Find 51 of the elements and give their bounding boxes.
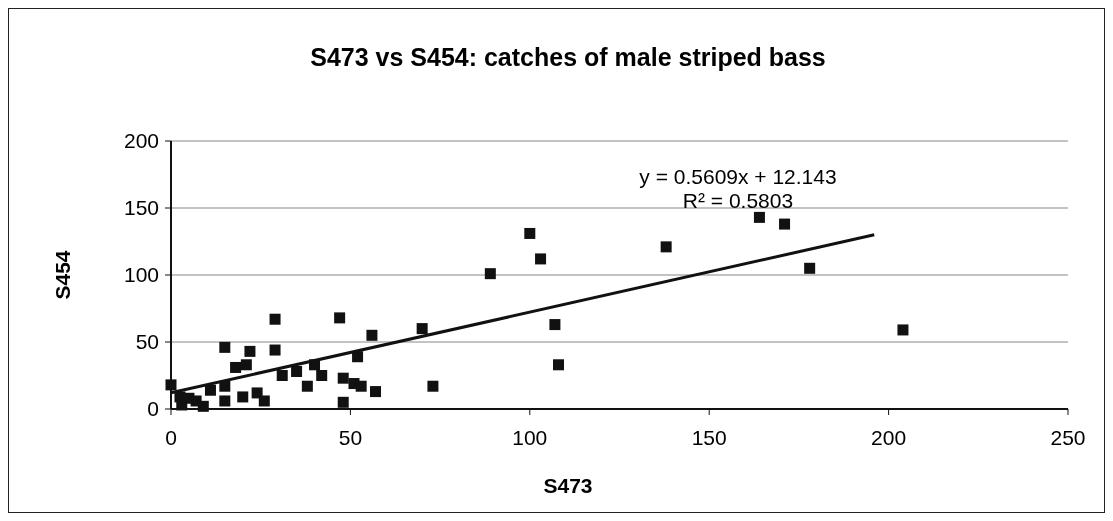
- point: [427, 380, 439, 392]
- x-tick-label: 150: [691, 426, 727, 449]
- point: [197, 400, 209, 412]
- point: [366, 329, 378, 341]
- y-tick-label: 50: [135, 330, 159, 354]
- point: [165, 379, 177, 391]
- point: [219, 395, 231, 407]
- point: [276, 370, 288, 381]
- point: [291, 365, 303, 377]
- x-tick-label: 200: [871, 426, 907, 449]
- y-tick-label: 200: [123, 129, 159, 153]
- x-tick-label: 50: [338, 426, 363, 449]
- point: [244, 345, 256, 357]
- chart-title: S473 vs S454: catches of male striped bass: [310, 43, 826, 71]
- annotation: R² = 0.5803: [682, 189, 794, 212]
- point: [316, 370, 328, 381]
- point: [779, 218, 791, 230]
- point: [370, 386, 382, 398]
- point: [549, 319, 561, 331]
- point: [753, 211, 765, 223]
- y-tick-label: 0: [147, 397, 159, 421]
- point: [484, 268, 496, 280]
- x-tick-label: 250: [1050, 426, 1086, 449]
- point: [230, 361, 242, 373]
- point: [416, 323, 428, 335]
- point: [337, 396, 349, 408]
- annotation: y = 0.5609x + 12.143: [639, 165, 837, 188]
- point: [334, 312, 346, 324]
- point: [355, 380, 367, 392]
- point: [258, 395, 270, 407]
- y-tick-label: 150: [123, 196, 159, 220]
- point: [804, 262, 816, 274]
- point: [237, 391, 249, 403]
- point: [219, 341, 231, 353]
- x-tick-label: 100: [512, 426, 548, 449]
- point: [269, 344, 281, 356]
- point: [204, 384, 216, 396]
- y-tick-label: 100: [123, 263, 159, 287]
- point: [301, 380, 313, 392]
- point: [240, 359, 252, 371]
- point: [535, 253, 547, 265]
- x-tick-label: 0: [165, 426, 177, 449]
- point: [553, 359, 564, 371]
- x-axis-title: S473: [543, 474, 593, 497]
- point: [897, 324, 909, 336]
- point: [269, 313, 281, 325]
- point: [337, 372, 349, 384]
- point: [660, 241, 672, 253]
- point: [524, 227, 536, 239]
- y-axis-title: S454: [51, 250, 74, 300]
- point: [251, 387, 263, 399]
